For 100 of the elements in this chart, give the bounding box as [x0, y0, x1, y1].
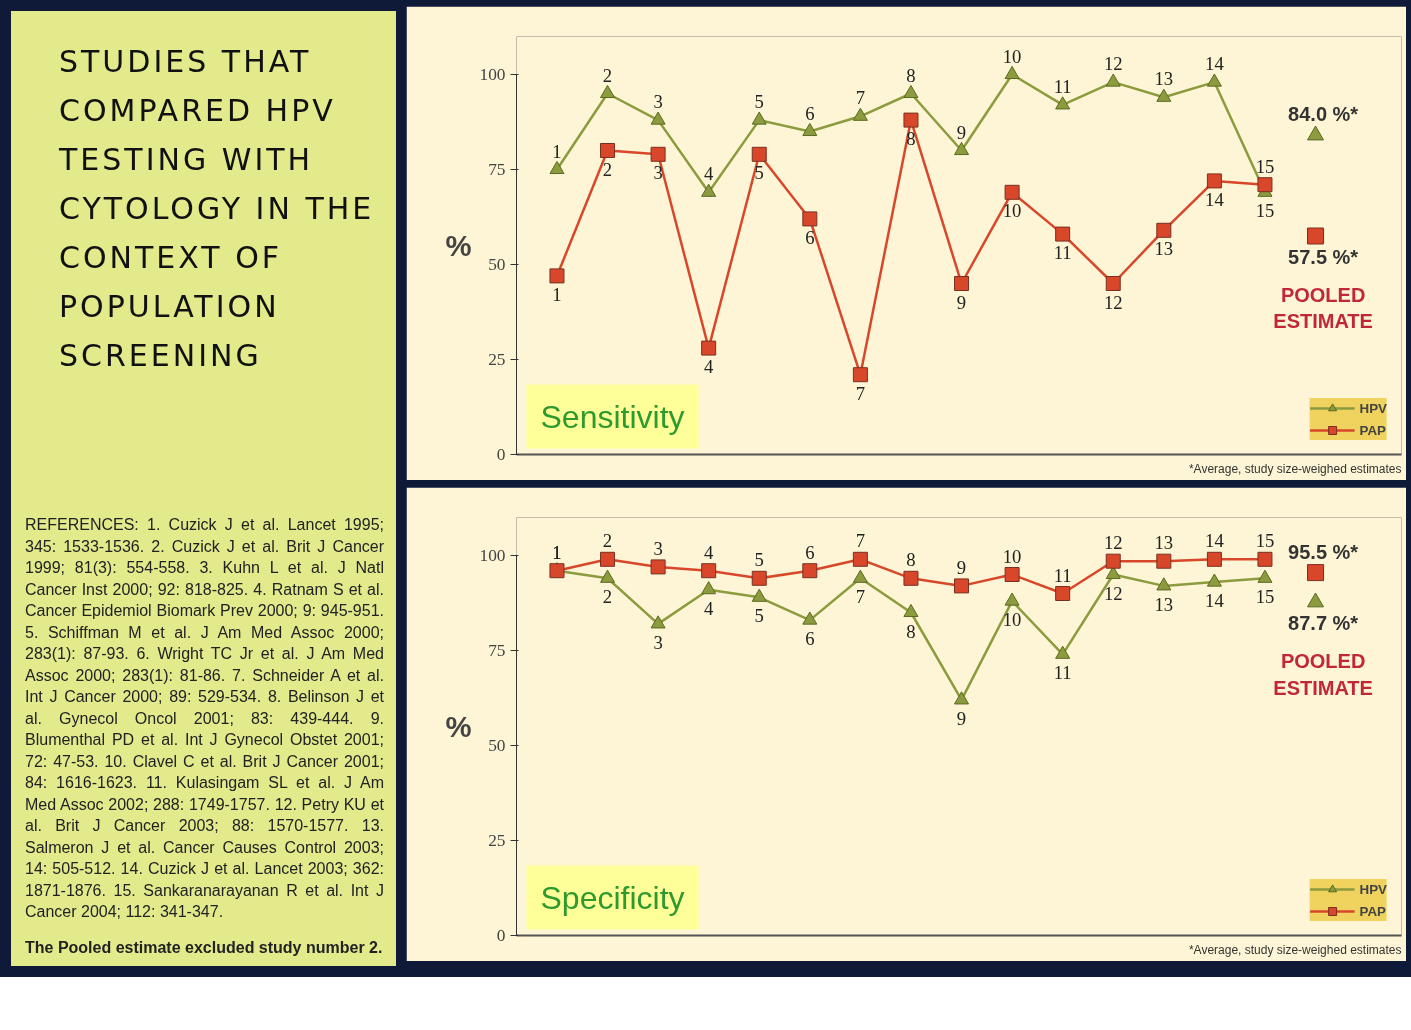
category-label: 6	[805, 226, 815, 248]
y-tick-label: 25	[488, 831, 506, 850]
category-label: 11	[1053, 242, 1072, 264]
category-label: 12	[1103, 291, 1123, 313]
category-label: 11	[1053, 662, 1072, 684]
point	[1055, 226, 1071, 242]
y-tick-label: 75	[488, 160, 506, 179]
point	[1307, 227, 1325, 245]
legend-label: PAP	[1359, 903, 1387, 919]
text: *Average, study size-weighed estimates	[1188, 942, 1402, 957]
category-label: 13	[1154, 593, 1174, 615]
category-label: 6	[805, 541, 815, 563]
category-label: 11	[1053, 75, 1072, 97]
point	[549, 160, 565, 175]
point	[549, 268, 565, 284]
point	[802, 122, 818, 137]
category-label: 2	[602, 64, 613, 86]
category-label: 6	[805, 102, 815, 124]
category-label: 14	[1205, 590, 1224, 612]
category-label: 5	[754, 162, 764, 184]
category-label: 11	[1053, 564, 1072, 586]
category-label: 8	[906, 549, 916, 571]
category-label: 10	[1002, 45, 1022, 67]
category-label: 3	[653, 537, 663, 559]
point	[751, 146, 767, 162]
point	[954, 276, 970, 291]
category-label: 3	[653, 91, 663, 113]
category-label: 9	[956, 707, 967, 729]
category-label: 13	[1154, 532, 1174, 554]
category-label: 13	[1154, 68, 1174, 90]
y-tick-label: 100	[479, 65, 506, 84]
category-label: 10	[1002, 545, 1022, 567]
category-label: 14	[1205, 530, 1224, 552]
point	[1105, 73, 1121, 87]
category-label: 12	[1103, 53, 1123, 75]
category-label: 7	[855, 382, 866, 404]
category-label: 5	[754, 549, 764, 571]
point	[802, 211, 818, 227]
annotation: 87.7 %*	[1288, 612, 1359, 635]
category-label: 5	[754, 605, 764, 627]
category-label: 12	[1103, 532, 1123, 554]
category-label: 15	[1255, 155, 1275, 177]
category-label: 5	[754, 91, 764, 113]
point	[1156, 88, 1172, 102]
category-label: 1	[552, 283, 562, 305]
category-label: 8	[906, 620, 916, 642]
category-label: 7	[855, 586, 866, 608]
category-label: 10	[1002, 200, 1022, 222]
category-label: 14	[1205, 188, 1224, 210]
category-label: 2	[602, 586, 613, 608]
point	[1156, 222, 1172, 238]
category-label: 15	[1255, 586, 1275, 608]
text: The Pooled estimate excluded study number 2.	[25, 937, 384, 958]
annotation: 95.5 %*	[1288, 540, 1359, 563]
text: Sensitivity	[540, 398, 685, 435]
category-label: 3	[653, 162, 663, 184]
point	[701, 340, 717, 356]
category-label: 12	[552, 530, 613, 563]
category-label: 4	[704, 541, 714, 563]
point	[1004, 65, 1020, 80]
annotation: POOLED ESTIMATE	[1273, 650, 1373, 699]
category-label: 6	[805, 628, 815, 650]
point	[751, 111, 767, 125]
point	[903, 84, 919, 99]
y-tick-label: 100	[479, 546, 506, 565]
category-label: 2	[602, 158, 613, 180]
point	[852, 107, 868, 121]
annotation: 84.0 %*	[1288, 103, 1359, 126]
point	[600, 143, 616, 158]
category-label: 12	[1103, 582, 1123, 604]
category-label: 13	[1154, 238, 1174, 260]
annotation: POOLED ESTIMATE	[1273, 284, 1373, 333]
y-tick-label: 50	[488, 736, 506, 755]
point	[954, 141, 970, 156]
category-label: 10	[1002, 609, 1022, 631]
category-label: 14	[1205, 53, 1224, 75]
category-label: 4	[704, 597, 714, 619]
point	[1206, 173, 1222, 189]
category-label: 7	[855, 530, 866, 552]
y-tick-label: 75	[488, 641, 506, 660]
point	[1055, 96, 1071, 110]
point	[1257, 177, 1273, 193]
category-label: 15	[1255, 200, 1275, 222]
point	[1307, 125, 1325, 141]
category-label: 15	[1255, 530, 1275, 552]
category-label: 1	[552, 140, 562, 162]
point	[650, 111, 666, 125]
category-label: 4	[704, 356, 714, 378]
y-tick-label: 25	[488, 350, 506, 369]
point	[1105, 276, 1121, 291]
point	[701, 183, 717, 197]
annotation: 57.5 %*	[1288, 246, 1359, 268]
point	[600, 84, 616, 99]
text: REFERENCES: 1. Cuzick J et al. Lancet 1995; 345: 1533-1536. 2. Cuzick J et al. Brit J Cancer 1999; 81(3): 554-558. 3. Kuhn L et al. J Natl Cancer Inst 2000; 92: 818-825. 4. Ratnam S et al. Cancer Epidemiol Biomark Prev 2000; 9: 945-951. 5. Schiffman M et al. J Am Med Assoc 2000; 283(1): 87-93. 6. Wright TC Jr et al. J Am Med Assoc 2000; 283(1): 81-86. 7. Schneider A et al. Int J Cancer 2000; 89: 529-534. 8. Belinson J et al. Gynecol Oncol 2001; 83: 439-444. 9. Blumenthal PD et al. Int J Gynecol Obstet 2001; 72: 47-53. 10. Clavel C et al. Brit J Cancer 2001; 84: 1616-1623. 11. Kulasingam SL et al. J Am Med Assoc 2002; 288: 1749-1757. 12. Petry KU et al. Brit J Cancer 2003; 88: 1570-1577. 13. Salmeron J et al. Cancer Causes Control 2003; 14: 505-512. 14. Cuzick J et al. Lancet 2003; 362: 1871-1876. 15. Sankaranarayanan R et al. Int J Cancer 2004; 112: 341-347.	[25, 516, 384, 920]
point	[1004, 184, 1020, 200]
point	[903, 112, 919, 128]
y-axis-title: %	[445, 229, 472, 262]
category-label: 8	[906, 64, 916, 86]
legend-label: HPV	[1359, 400, 1387, 416]
category-label: 4	[704, 163, 714, 185]
